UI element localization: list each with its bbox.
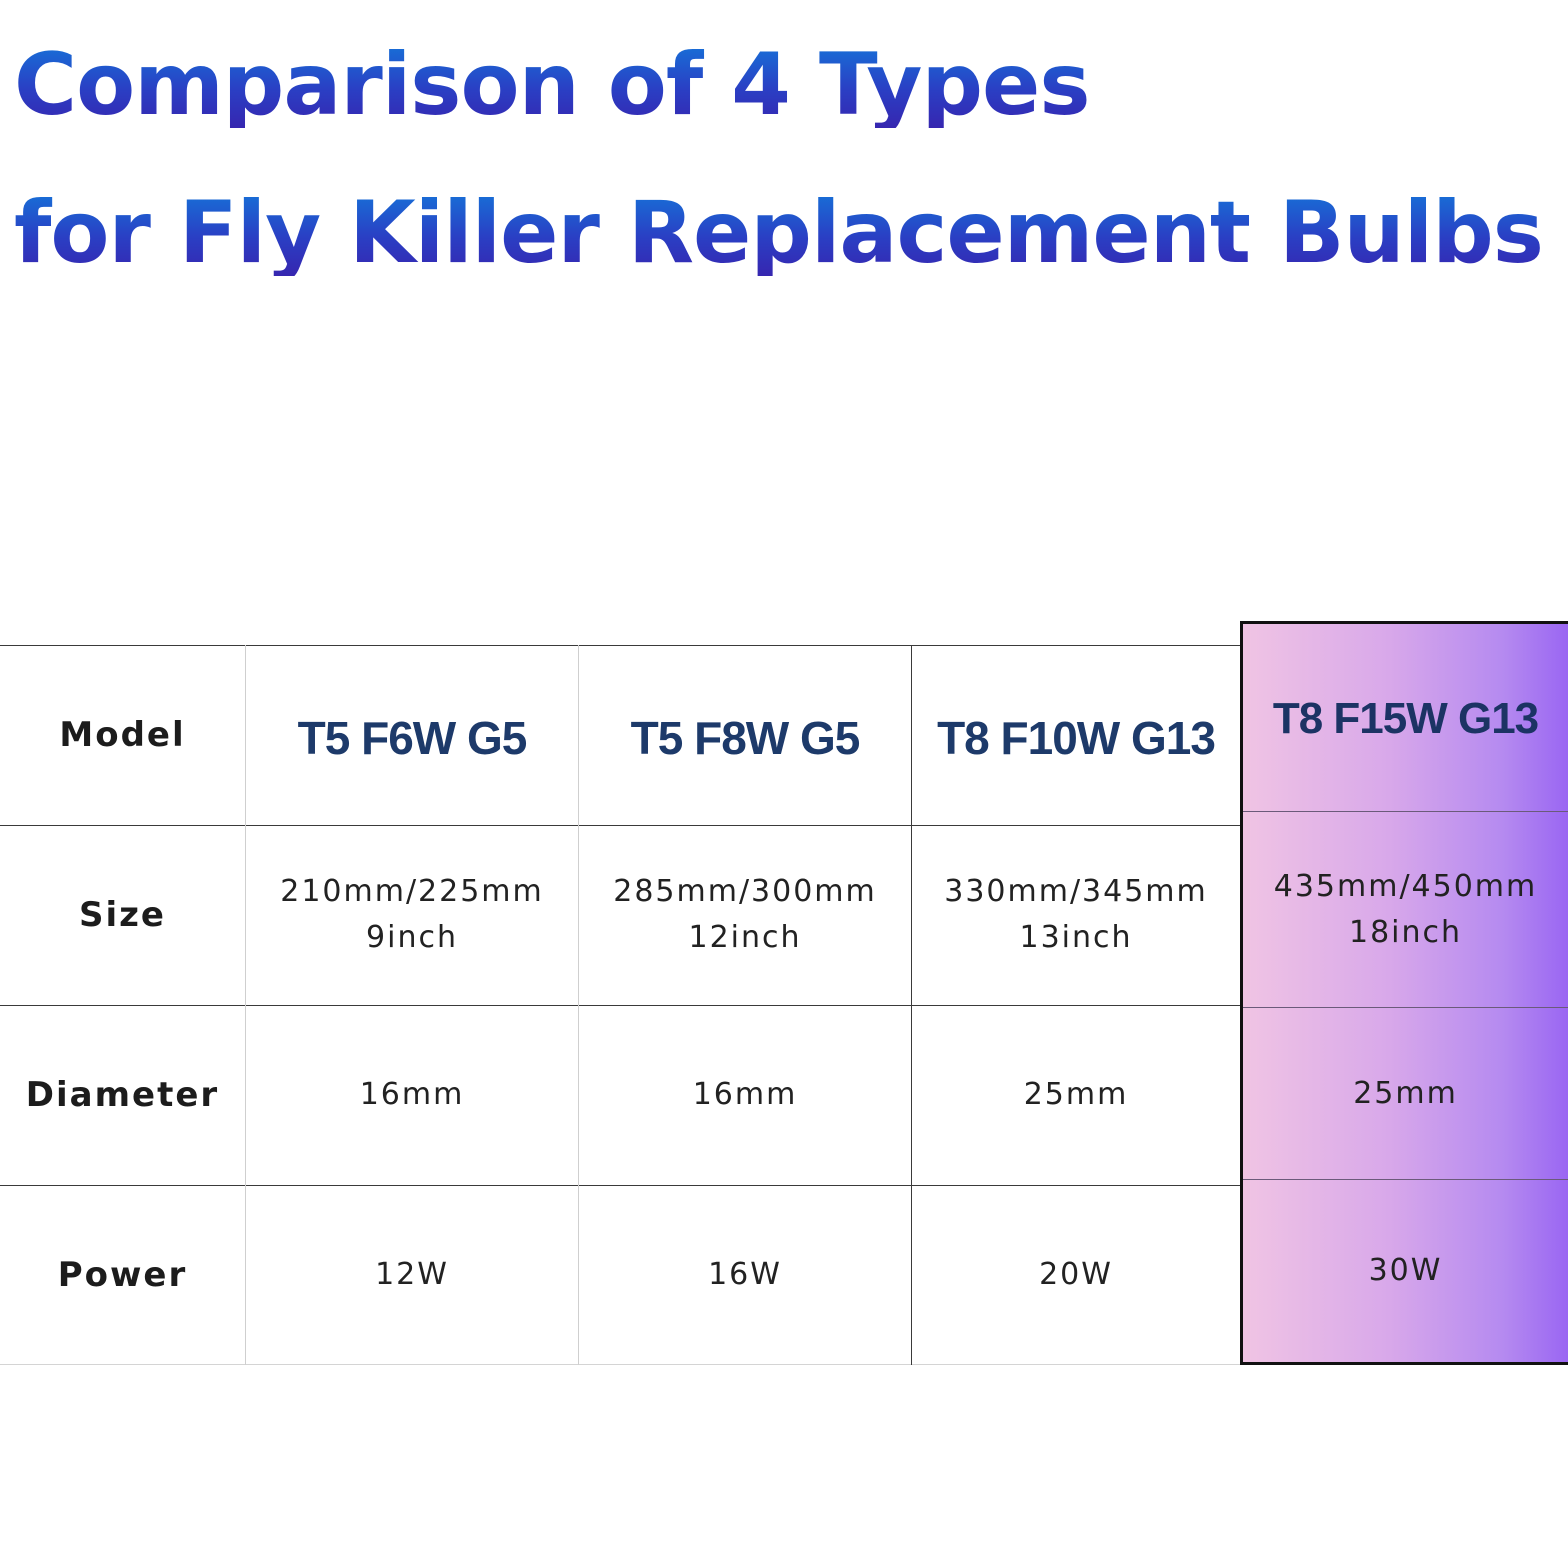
row-divider xyxy=(1243,811,1568,812)
row-label-power: Power xyxy=(57,1255,188,1295)
table-border-bottom xyxy=(0,1364,1240,1365)
row-label-diameter: Diameter xyxy=(25,1075,220,1115)
diameter-cell: 16mm xyxy=(692,1077,798,1112)
page-title-line-1: Comparison of 4 Types xyxy=(14,35,1091,135)
size-inch: 18inch xyxy=(1348,914,1463,950)
column-divider xyxy=(245,645,246,1365)
row-divider xyxy=(1243,1179,1568,1180)
diameter-cell: 25mm xyxy=(1023,1077,1129,1112)
row-divider xyxy=(0,1005,1240,1006)
size-mm: 210mm/225mm xyxy=(280,874,544,909)
size-inch: 9inch xyxy=(366,920,458,955)
highlighted-column: T8 F15W G13 435mm/450mm 18inch 25mm 30W xyxy=(1240,621,1568,1365)
size-cell-highlighted: 435mm/450mm 18inch xyxy=(1243,812,1568,1007)
size-mm: 285mm/300mm xyxy=(613,874,877,909)
diameter-cell-highlighted: 25mm xyxy=(1353,1075,1458,1111)
row-divider xyxy=(1243,1007,1568,1008)
column-divider xyxy=(578,645,579,1365)
model-cell: T5 F6W G5 xyxy=(297,711,528,764)
row-divider xyxy=(0,825,1240,826)
comparison-table: Model Size Diameter Power T5 F6W G5 210m… xyxy=(0,645,1240,1365)
power-cell: 20W xyxy=(1039,1257,1113,1292)
size-mm: 435mm/450mm xyxy=(1273,868,1538,904)
power-cell: 16W xyxy=(708,1257,782,1292)
row-divider xyxy=(0,1185,1240,1186)
size-inch: 12inch xyxy=(688,920,802,955)
model-cell: T8 F10W G13 xyxy=(937,711,1216,764)
model-cell-highlighted: T8 F15W G13 xyxy=(1272,694,1539,743)
diameter-cell: 16mm xyxy=(359,1077,465,1112)
size-cell: 285mm/300mm 12inch xyxy=(579,825,911,1005)
power-cell: 12W xyxy=(375,1257,449,1292)
row-label-size: Size xyxy=(79,895,166,935)
size-mm: 330mm/345mm xyxy=(944,874,1208,909)
table-border-top xyxy=(0,645,1240,646)
size-cell: 330mm/345mm 13inch xyxy=(912,825,1240,1005)
size-cell: 210mm/225mm 9inch xyxy=(246,825,578,1005)
size-inch: 13inch xyxy=(1019,920,1133,955)
model-cell: T5 F8W G5 xyxy=(630,711,861,764)
column-divider xyxy=(911,645,912,1365)
page-title-line-2: for Fly Killer Replacement Bulbs xyxy=(14,183,1544,283)
power-cell-highlighted: 30W xyxy=(1368,1253,1443,1288)
row-label-model: Model xyxy=(59,715,186,755)
